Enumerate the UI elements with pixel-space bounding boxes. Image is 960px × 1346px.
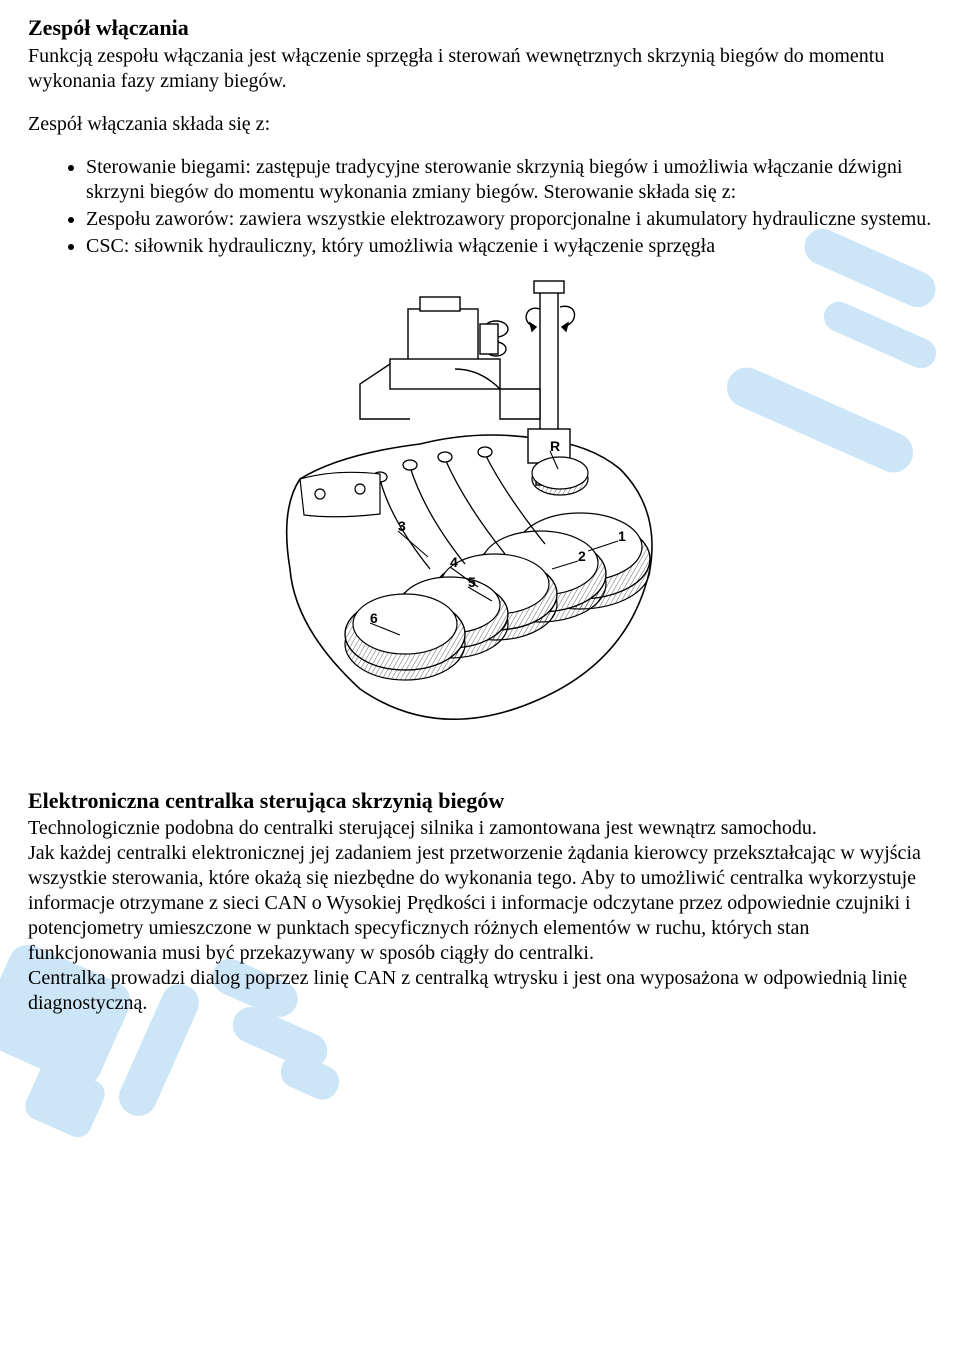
list-item: Sterowanie biegami: zastępuje tradycyjne…	[86, 155, 932, 205]
list-item: Zespołu zaworów: zawiera wszystkie elekt…	[86, 207, 932, 232]
figure-label: 6	[370, 610, 378, 626]
section2-p1: Technologicznie podobna do centralki ste…	[28, 816, 932, 841]
section2-heading: Elektroniczna centralka sterująca skrzyn…	[28, 787, 932, 815]
gearbox-diagram: 1 2 3 45 6 R	[28, 269, 932, 769]
section1-intro1: Funkcją zespołu włączania jest włączenie…	[28, 44, 932, 94]
list-item: CSC: siłownik hydrauliczny, który umożli…	[86, 234, 932, 259]
section2-p3: Centralka prowadzi dialog poprzez linię …	[28, 966, 932, 1016]
section1-heading: Zespół włączania	[28, 14, 932, 42]
figure-label: 3	[398, 518, 406, 534]
figure-label: R	[550, 438, 560, 454]
section1-intro2: Zespół włączania składa się z:	[28, 112, 932, 137]
figure-label: 1	[618, 528, 626, 544]
section1-bullet-list: Sterowanie biegami: zastępuje tradycyjne…	[28, 155, 932, 259]
figure-label: 2	[578, 548, 586, 564]
section2-p2: Jak każdej centralki elektronicznej jej …	[28, 841, 932, 966]
figure-label: 5	[468, 574, 476, 590]
figure-label: 4	[450, 554, 458, 570]
